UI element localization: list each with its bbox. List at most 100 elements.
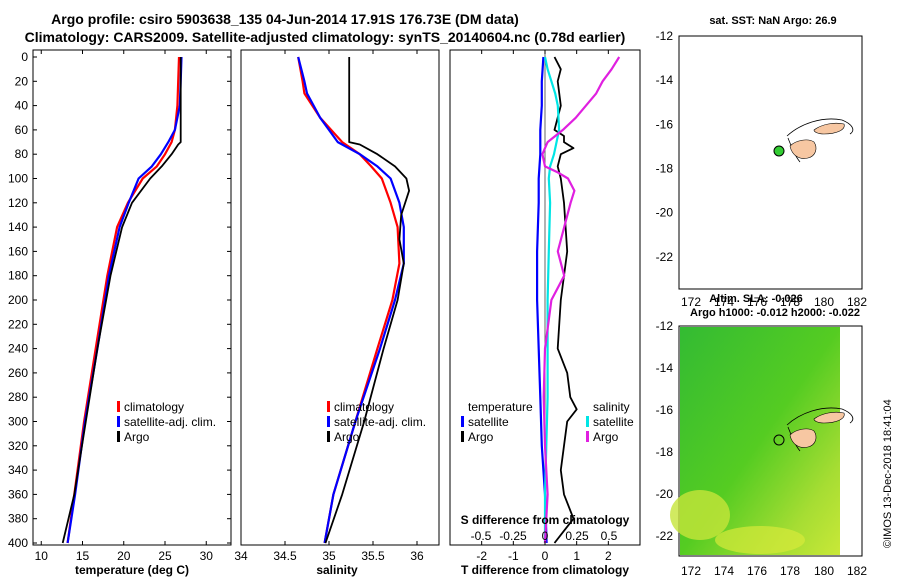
map-lon-tick: 176 xyxy=(747,564,767,578)
depth-tick-label: 200 xyxy=(8,293,28,307)
x-tick-label: 30 xyxy=(200,549,214,563)
map-lon-tick: 174 xyxy=(714,295,734,309)
salinity-xlabel: salinity xyxy=(316,563,358,577)
depth-tick-label: 20 xyxy=(15,74,29,88)
legend-swatch-t-satellite xyxy=(461,416,464,427)
figure-title-line1: Argo profile: csiro 5903638_135 04-Jun-2… xyxy=(51,11,519,27)
depth-tick-label: 340 xyxy=(8,463,28,477)
legend-t-satellite: satellite xyxy=(468,415,509,429)
x-tick-label: 15 xyxy=(76,549,90,563)
map-lat-tick: -16 xyxy=(656,403,674,417)
map-lon-tick: 180 xyxy=(814,564,834,578)
x-tick-label: -1 xyxy=(508,549,519,563)
figure-title-line2: Climatology: CARS2009. Satellite-adjuste… xyxy=(25,29,626,45)
sla-map-title-line2: Argo h1000: -0.012 h2000: -0.022 xyxy=(690,307,860,319)
difference-top-label: S difference from climatology xyxy=(461,513,630,527)
legend-s-satellite: satellite xyxy=(593,415,634,429)
map-lon-tick: 172 xyxy=(681,564,701,578)
temperature-panel: 10 15 20 25 30 02040608010012014016018020022… xyxy=(8,49,640,577)
map-lat-tick: -22 xyxy=(656,529,674,543)
depth-tick-label: 180 xyxy=(8,269,28,283)
x-tick-label: 10 xyxy=(35,549,49,563)
series-line-t-argo xyxy=(553,56,578,544)
s-diff-tick-label: -0.5 xyxy=(471,529,492,543)
map-lon-tick: 180 xyxy=(814,295,834,309)
depth-tick-label: 300 xyxy=(8,415,28,429)
sst-map: sat. SST: NaN Argo: 26.9 172 174 176 178 180… xyxy=(656,15,868,309)
x-tick-label: 20 xyxy=(117,549,131,563)
depth-tick-label: 100 xyxy=(8,172,28,186)
legend-climatology: climatology xyxy=(334,400,394,414)
argo-position-marker xyxy=(773,434,785,446)
sla-map-title-line1: Altim. SLA: -0.026 xyxy=(709,293,803,305)
depth-tick-label: 60 xyxy=(15,123,29,137)
sla-map: Altim. SLA: -0.026 Argo h1000: -0.012 h2… xyxy=(656,293,868,578)
sla-high-patch xyxy=(715,526,805,554)
depth-tick-label: 80 xyxy=(15,147,29,161)
difference-xlabel: T difference from climatology xyxy=(461,563,629,577)
viti-levu-island xyxy=(789,139,817,159)
legend-climatology: climatology xyxy=(124,400,184,414)
legend-swatch-climatology xyxy=(117,401,120,412)
series-line-climatology xyxy=(66,56,181,544)
argo-position-marker xyxy=(773,145,785,157)
depth-tick-label: 120 xyxy=(8,196,28,210)
series-line-s-argo xyxy=(541,56,621,544)
x-tick-label: 25 xyxy=(158,549,172,563)
map-lat-tick: -20 xyxy=(656,206,674,220)
vanua-levu-island xyxy=(813,122,845,135)
depth-tick-label: 160 xyxy=(8,244,28,258)
legend-swatch-satellite xyxy=(327,416,330,427)
s-diff-tick-label: -0.25 xyxy=(499,529,527,543)
map-lat-tick: -12 xyxy=(656,29,674,43)
map-lon-tick: 174 xyxy=(714,564,734,578)
temperature-axes-frame xyxy=(32,49,232,546)
credit-text: ©IMOS 13-Dec-2018 18:41:04 xyxy=(882,399,894,548)
map-lat-tick: -16 xyxy=(656,117,674,131)
legend-satellite-adj: satellite-adj. clim. xyxy=(124,415,216,429)
s-diff-tick-label: 0.25 xyxy=(565,529,589,543)
map-lat-tick: -22 xyxy=(656,250,674,264)
series-line-t-satellite xyxy=(535,56,548,544)
legend-satellite-adj: satellite-adj. clim. xyxy=(334,415,426,429)
sst-map-frame xyxy=(678,35,863,290)
vanua-levu-island xyxy=(813,411,845,424)
legend-swatch-climatology xyxy=(327,401,330,412)
map-lat-tick: -14 xyxy=(656,361,674,375)
series-line-satellite-adj-clim- xyxy=(297,56,405,544)
sla-high-patch xyxy=(670,490,730,540)
viti-levu-island xyxy=(789,428,817,448)
map-lon-tick: 182 xyxy=(847,295,867,309)
map-lon-tick: 172 xyxy=(681,295,701,309)
depth-tick-label: 320 xyxy=(8,439,28,453)
map-lat-tick: -18 xyxy=(656,445,674,459)
depth-tick-label: 400 xyxy=(8,536,28,550)
legend-swatch-t-argo xyxy=(461,431,464,442)
depth-tick-label: 0 xyxy=(21,50,28,64)
sst-map-title: sat. SST: NaN Argo: 26.9 xyxy=(709,15,836,27)
legend-temperature-title: temperature xyxy=(468,400,533,414)
x-tick-label: 2 xyxy=(605,549,612,563)
depth-tick-label: 380 xyxy=(8,512,28,526)
depth-tick-label: 220 xyxy=(8,317,28,331)
salinity-legend: climatology satellite-adj. clim. Argo xyxy=(327,400,426,444)
depth-tick-label: 280 xyxy=(8,390,28,404)
map-lat-tick: -20 xyxy=(656,487,674,501)
s-diff-tick-label: 0 xyxy=(542,529,549,543)
map-lon-tick: 182 xyxy=(847,564,867,578)
difference-legend: temperature satellite Argo salinity sate… xyxy=(461,400,634,444)
x-tick-label: -2 xyxy=(476,549,487,563)
salinity-panel: 34 34.5 35 35.5 36 salinity climatology sate… xyxy=(234,49,440,577)
series-line-argo xyxy=(324,57,411,544)
legend-salinity-title: salinity xyxy=(593,400,630,414)
map-lon-tick: 178 xyxy=(780,295,800,309)
series-line-s-satellite xyxy=(543,56,561,543)
legend-argo: Argo xyxy=(334,430,360,444)
depth-tick-label: 360 xyxy=(8,487,28,501)
depth-tick-label: 260 xyxy=(8,366,28,380)
x-tick-label: 36 xyxy=(410,549,424,563)
x-tick-label: 34 xyxy=(234,549,248,563)
s-diff-tick-label: 0.5 xyxy=(601,529,618,543)
legend-argo: Argo xyxy=(124,430,150,444)
